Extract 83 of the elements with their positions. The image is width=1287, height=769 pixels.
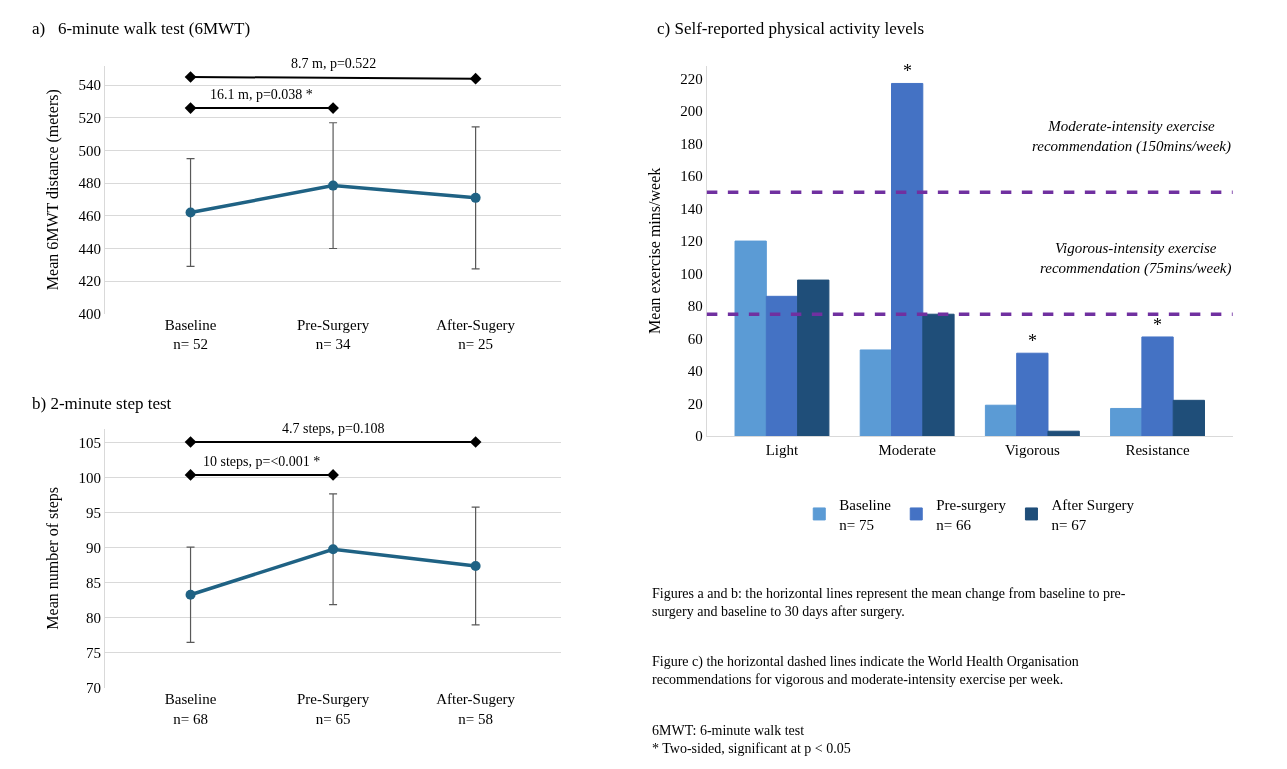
point	[185, 207, 196, 218]
y-tick-label: 85	[86, 575, 102, 592]
point	[469, 72, 482, 85]
point	[328, 180, 339, 191]
bar	[765, 295, 799, 437]
x-tick-label: After-Sugery n= 58	[436, 691, 516, 727]
point	[184, 469, 197, 481]
y-axis-title: Mean 6MWT distance (meters)	[44, 89, 63, 291]
bar	[1141, 336, 1174, 437]
annotation: 8.7 m, p=0.522	[291, 56, 377, 71]
point	[185, 589, 196, 600]
y-tick-label: 480	[78, 175, 102, 192]
y-tick-label: 105	[78, 434, 102, 451]
point	[184, 102, 197, 114]
y-tick-label: 0	[695, 428, 703, 445]
bar	[891, 82, 924, 437]
y-tick-label: 520	[78, 110, 102, 127]
y-tick-label: 460	[78, 208, 102, 225]
y-tick-label: 140	[680, 200, 703, 217]
x-tick-label: Baseline n= 52	[164, 316, 217, 353]
y-axis-title: Mean number of steps	[44, 487, 63, 630]
x-tick-label: After-Sugery n= 25	[436, 316, 516, 353]
x-tick-label: Baseline n= 68	[164, 691, 217, 727]
annotation: *	[1028, 331, 1037, 351]
y-tick-label: 200	[680, 103, 703, 120]
bar	[1110, 407, 1143, 437]
legend-label: Pre-surgery n= 66	[936, 497, 1007, 533]
ref-line-label: Moderate-intensity exercise recommendation (150mins/week)	[1032, 118, 1231, 155]
annotation: 4.7 steps, p=0.108	[282, 421, 385, 436]
y-tick-label: 75	[86, 645, 102, 662]
bar	[859, 349, 893, 437]
y-tick-label: 500	[78, 142, 102, 159]
x-tick-label: Pre-Surgery n= 34	[296, 316, 370, 353]
y-tick-label: 160	[680, 168, 703, 185]
y-tick-label: 120	[680, 233, 703, 250]
x-tick-label: Vigorous	[1004, 442, 1060, 459]
y-axis-title: Mean exercise mins/week	[646, 167, 664, 334]
annotation: *	[1153, 315, 1162, 335]
x-tick-label: Moderate	[878, 442, 937, 459]
bar	[922, 313, 955, 437]
y-tick-label: 80	[86, 610, 102, 627]
point	[184, 71, 197, 83]
x-tick-label: Resistance	[1125, 442, 1190, 459]
chart-title: c) Self-reported physical activity levels	[657, 19, 925, 38]
y-tick-label: 70	[86, 680, 102, 697]
y-tick-label: 95	[86, 505, 102, 522]
annotation: 16.1 m, p=0.038 *	[210, 87, 313, 102]
text: Figure c) the horizontal dashed lines indicate the World Health Organisation recommendations for vigorous and moderate-intensity exercise per week.	[652, 654, 1079, 688]
y-tick-label: 40	[687, 363, 703, 380]
bar	[1172, 399, 1205, 437]
bar	[1016, 352, 1049, 437]
point	[184, 436, 197, 448]
x-tick-label: Light	[765, 442, 800, 459]
y-tick-label: 60	[687, 330, 703, 347]
y-tick-label: 540	[78, 77, 102, 94]
text: 6MWT: 6-minute walk test * Two-sided, significant at p < 0.05	[652, 723, 851, 757]
y-tick-label: 180	[680, 135, 703, 152]
y-tick-label: 440	[78, 240, 102, 257]
bar	[1047, 430, 1080, 437]
bar	[734, 240, 767, 437]
y-tick-label: 420	[78, 273, 102, 290]
y-tick-label: 20	[687, 395, 703, 412]
chart-title: b) 2-minute step test	[32, 394, 172, 413]
point	[328, 544, 339, 555]
y-tick-label: 90	[86, 540, 102, 557]
bar	[984, 404, 1018, 437]
chart-title: a) 6-minute walk test (6MWT)	[32, 19, 251, 38]
y-tick-label: 400	[78, 306, 102, 323]
annotation: *	[903, 61, 912, 81]
point	[327, 469, 339, 481]
legend-label: Baseline n= 75	[839, 497, 892, 533]
point	[470, 192, 481, 203]
y-tick-label: 100	[680, 265, 703, 282]
x-tick-label: Pre-Surgery n= 65	[296, 691, 370, 727]
y-tick-label: 80	[687, 298, 703, 315]
annotation: 10 steps, p=<0.001 *	[203, 454, 321, 469]
y-tick-label: 100	[78, 469, 102, 486]
bar	[797, 279, 830, 437]
ref-line-label: Vigorous-intensity exercise recommendation (75mins/week)	[1040, 240, 1232, 277]
point	[470, 561, 481, 572]
text: Figures a and b: the horizontal lines represent the mean change from baseline to pre- surgery and baseline to 30 days after surgery.	[652, 586, 1126, 620]
legend-label: After Surgery n= 67	[1051, 497, 1135, 533]
y-tick-label: 220	[680, 70, 703, 87]
